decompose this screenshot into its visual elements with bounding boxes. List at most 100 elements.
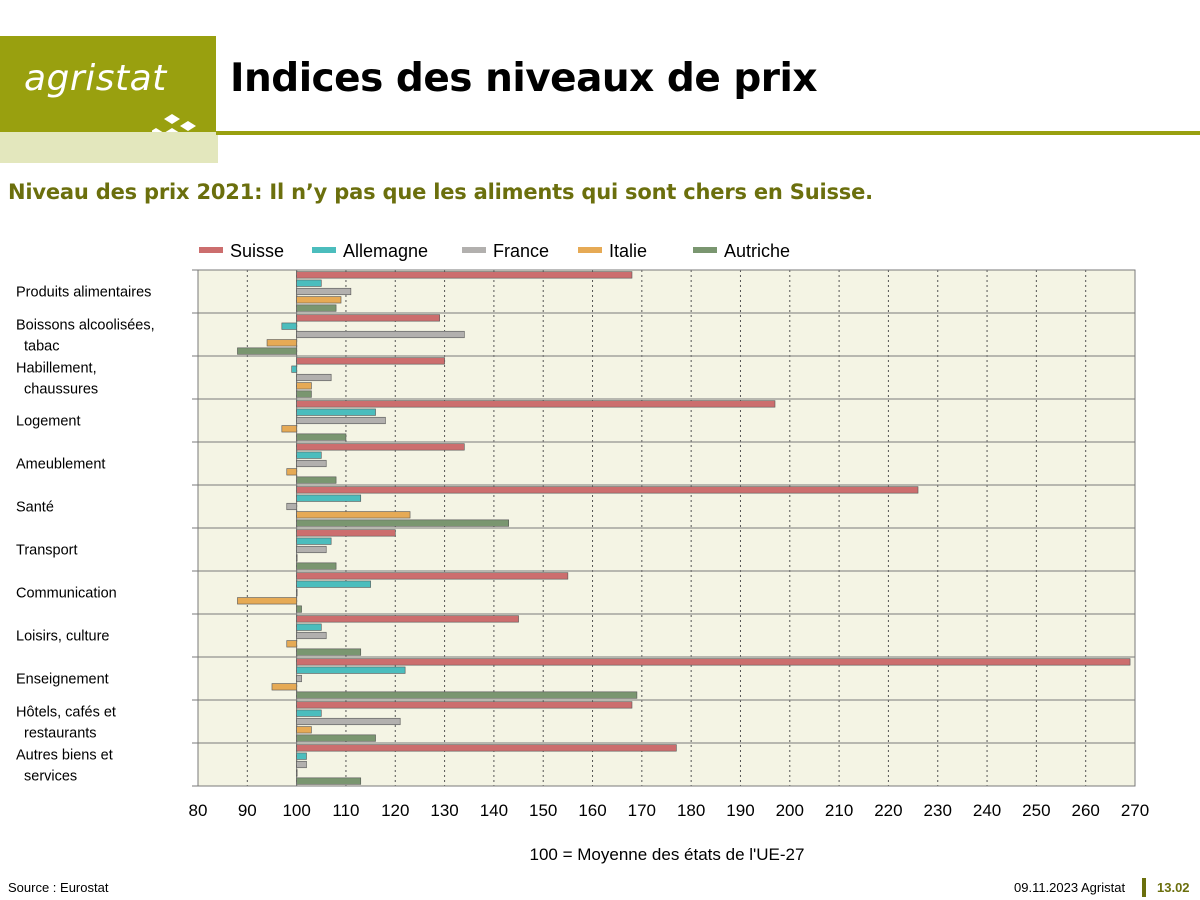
logo: agristat (0, 36, 216, 144)
bar-allemagne (281, 322, 297, 330)
x-tick-label: 220 (874, 801, 902, 820)
x-axis-label: 100 = Moyenne des états de l'UE-27 (530, 845, 805, 864)
category-label: Habillement, chaussures (16, 361, 98, 398)
price-index-chart: Produits alimentaires Boissons alcoolisée… (16, 241, 1149, 864)
bar-autriche (296, 390, 312, 398)
logo-underlay (0, 132, 218, 163)
x-tick-label: 170 (628, 801, 656, 820)
footer-source: Source : Eurostat (8, 880, 109, 895)
x-tick-label: 140 (480, 801, 508, 820)
bar-france (296, 416, 386, 425)
legend-label-france: France (493, 241, 549, 261)
bar-allemagne (296, 709, 322, 717)
category-label: Autres biens et services (16, 748, 113, 785)
bar-allemagne (296, 494, 362, 502)
bar-autriche (296, 691, 638, 699)
category-label: Communication (16, 586, 117, 602)
bar-france (286, 502, 297, 511)
bar-suisse (296, 701, 633, 709)
category-label: Boissons alcoolisées, tabac (16, 318, 155, 355)
bar-autriche (296, 648, 362, 656)
legend-label-suisse: Suisse (230, 241, 284, 261)
x-tick-label: 210 (825, 801, 853, 820)
bar-france (296, 459, 327, 468)
bar-italie (296, 726, 312, 734)
legend-swatch-allemagne (312, 247, 336, 253)
bar-suisse (296, 529, 396, 537)
legend-swatch-autriche (693, 247, 717, 253)
bar-allemagne (296, 408, 376, 416)
bar-france (296, 760, 307, 769)
bar-suisse (296, 658, 1131, 666)
footer-divider (1142, 878, 1146, 897)
bar-italie (281, 425, 297, 433)
legend-swatch-france (462, 247, 486, 253)
bar-suisse (296, 271, 633, 279)
bar-allemagne (291, 365, 297, 373)
bar-allemagne (296, 623, 322, 631)
bar-france (296, 674, 302, 683)
bar-suisse (296, 572, 569, 580)
bar-autriche (296, 734, 376, 742)
footer-date: 09.11.2023 Agristat (1014, 880, 1126, 895)
bar-suisse (296, 357, 445, 365)
bar-suisse (296, 744, 677, 752)
bar-italie (266, 339, 297, 347)
x-tick-label: 200 (776, 801, 804, 820)
bar-autriche (296, 433, 347, 441)
bar-autriche (296, 476, 337, 484)
bar-suisse (296, 314, 440, 322)
legend-swatch-suisse (199, 247, 223, 253)
bar-france (296, 717, 401, 726)
x-tick-label: 270 (1121, 801, 1149, 820)
legend-label-autriche: Autriche (724, 241, 790, 261)
category-label: Ameublement (16, 457, 105, 473)
bar-italie (296, 554, 298, 562)
bar-italie (296, 511, 411, 519)
bar-france (296, 631, 327, 640)
x-tick-label: 180 (677, 801, 705, 820)
bar-autriche (296, 519, 509, 527)
bar-suisse (296, 400, 776, 408)
bar-autriche (296, 605, 302, 613)
bar-italie (296, 296, 342, 304)
x-tick-label: 240 (973, 801, 1001, 820)
plot-border (197, 269, 1136, 787)
category-label: Transport (16, 543, 78, 559)
category-label: Loisirs, culture (16, 629, 109, 645)
bar-autriche (296, 562, 337, 570)
bar-allemagne (296, 279, 322, 287)
legend-label-allemagne: Allemagne (343, 241, 428, 261)
bar-italie (296, 769, 298, 777)
bar-france (296, 545, 327, 554)
bar-allemagne (296, 537, 332, 545)
bar-allemagne (296, 666, 406, 674)
x-tick-label: 100 (282, 801, 310, 820)
bar-italie (271, 683, 297, 691)
title-divider (216, 131, 1200, 135)
bar-france (296, 588, 298, 597)
bar-suisse (296, 615, 519, 623)
x-tick-label: 130 (430, 801, 458, 820)
x-tick-label: 80 (189, 801, 208, 820)
bar-autriche (296, 304, 337, 312)
x-tick-label: 230 (924, 801, 952, 820)
bar-allemagne (296, 752, 307, 760)
bar-france (296, 373, 332, 382)
x-tick-label: 190 (726, 801, 754, 820)
bar-allemagne (296, 451, 322, 459)
legend-swatch-italie (578, 247, 602, 253)
page-title: Indices des niveaux de prix (230, 56, 818, 101)
legend-label-italie: Italie (609, 241, 647, 261)
x-tick-label: 260 (1071, 801, 1099, 820)
bar-suisse (296, 486, 919, 494)
category-label: Produits alimentaires (16, 285, 151, 301)
page-subtitle: Niveau des prix 2021: Il n’y pas que les… (8, 180, 873, 204)
x-tick-label: 160 (578, 801, 606, 820)
bar-france (296, 330, 465, 339)
bar-italie (296, 382, 312, 390)
category-label: Santé (16, 500, 54, 516)
bar-italie (286, 468, 297, 476)
x-tick-label: 150 (529, 801, 557, 820)
x-tick-label: 110 (332, 801, 359, 820)
